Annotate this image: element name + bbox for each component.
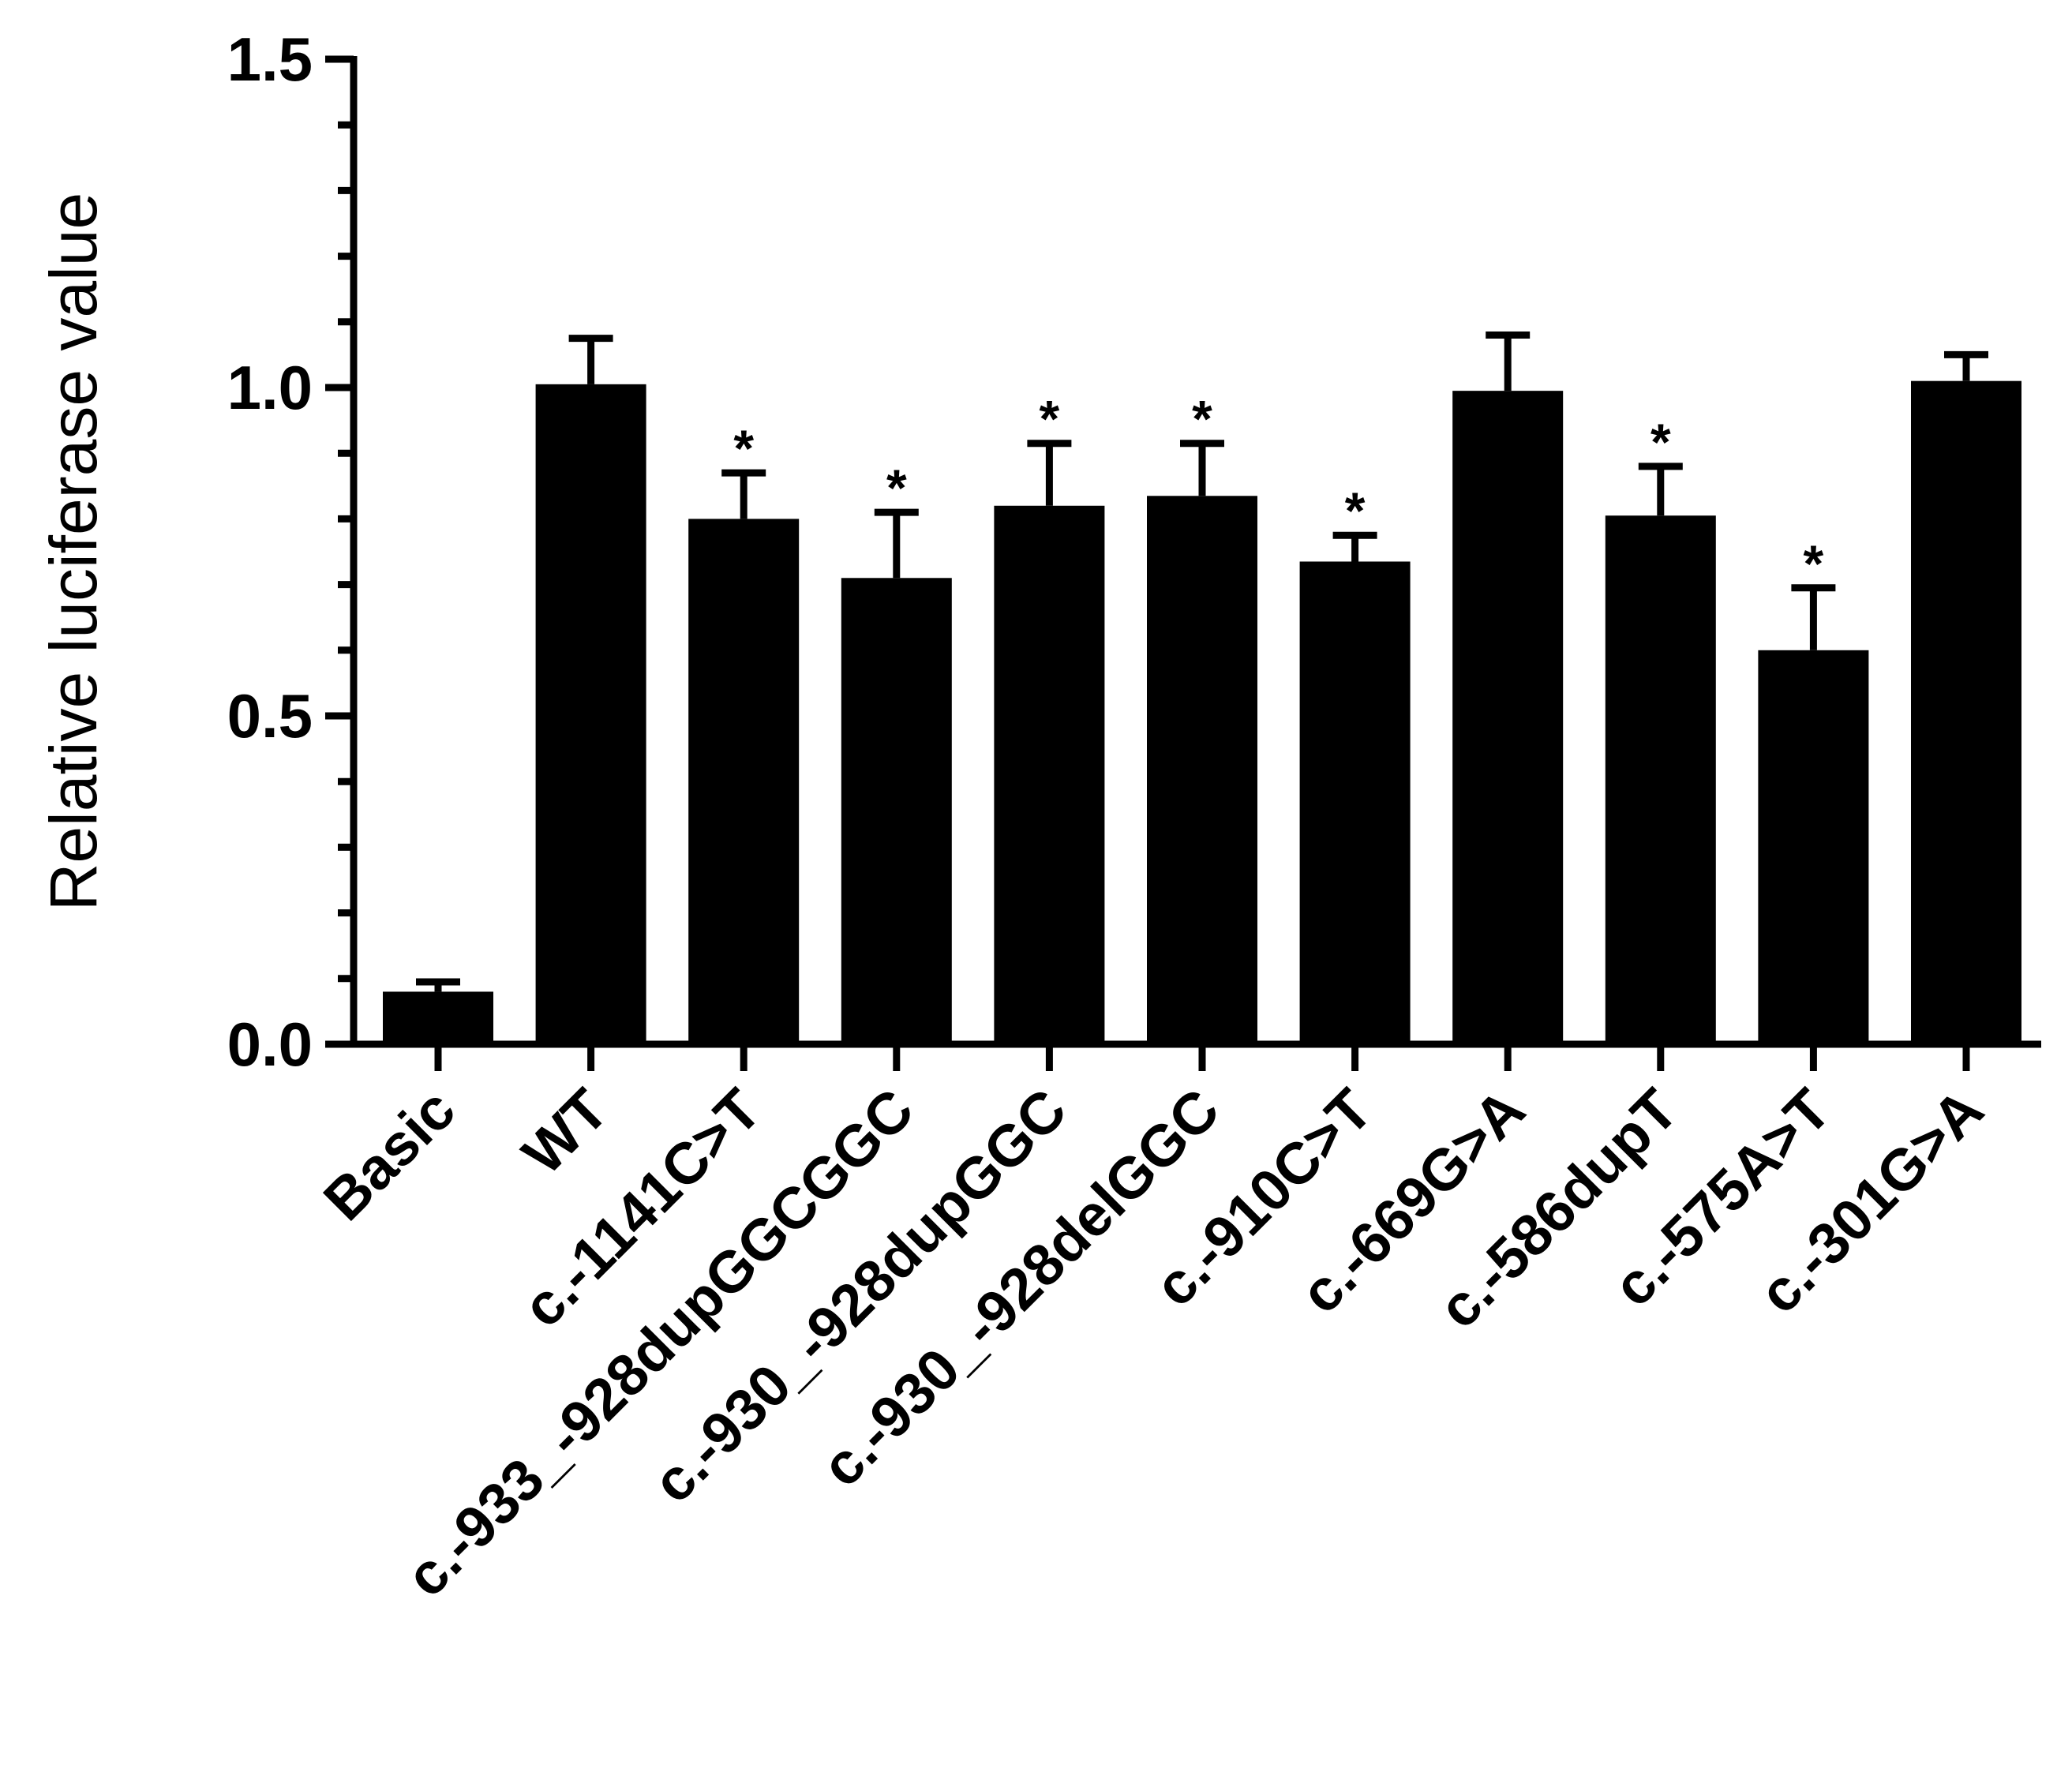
- significance-star: *: [733, 419, 754, 478]
- bar: [1911, 380, 2021, 1044]
- significance-star: *: [1345, 481, 1366, 540]
- bar: [535, 384, 646, 1045]
- significance-markers-layer: * * * * * * *: [733, 390, 1823, 593]
- significance-star: *: [1040, 390, 1060, 448]
- bar: [1299, 561, 1411, 1044]
- bar: [841, 578, 952, 1044]
- axes-layer: [325, 55, 2041, 1071]
- y-tick-label: 0.5: [227, 681, 313, 751]
- y-axis-title: Relative luciferase value: [36, 193, 111, 911]
- significance-star: *: [1804, 534, 1824, 593]
- bars-layer: [383, 380, 2021, 1045]
- bar: [688, 519, 800, 1044]
- error-bars-layer: [416, 331, 1988, 992]
- significance-star: *: [886, 459, 907, 517]
- bar: [1147, 496, 1257, 1044]
- significance-star: *: [1192, 390, 1212, 448]
- bar: [1758, 650, 1869, 1044]
- x-tick-label: Basic: [311, 1077, 467, 1233]
- bar: [994, 505, 1105, 1044]
- x-tick-label: WT: [510, 1077, 620, 1187]
- bar: [383, 991, 493, 1044]
- bar: [1452, 391, 1564, 1044]
- y-tick-label: 1.5: [227, 24, 313, 94]
- y-tick-label: 0.0: [227, 1009, 313, 1079]
- y-tick-label: 1.0: [227, 353, 313, 422]
- bar: [1605, 515, 1716, 1044]
- significance-star: *: [1650, 413, 1671, 471]
